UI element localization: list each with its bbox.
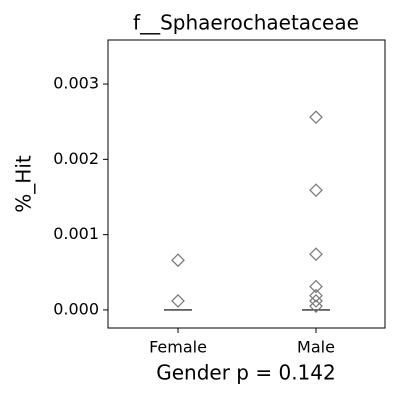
chart-title: f__Sphaerochaetaceae [133,11,359,35]
point [309,247,323,262]
point [309,183,323,198]
point [171,253,185,268]
x-tick-label: Female [149,338,207,357]
y-axis-label: %_Hit [12,155,36,213]
point [309,294,323,308]
point [309,299,323,314]
y-tick-label: 0.000 [53,299,99,318]
point [309,288,323,303]
plot-frame [107,39,386,329]
point [309,110,323,125]
y-tick-label: 0.001 [53,224,99,243]
x-axis-label: Gender p = 0.142 [156,361,335,385]
point [309,279,323,294]
x-tick-label: Male [297,338,335,357]
point [171,294,185,308]
y-tick-label: 0.002 [53,149,99,168]
y-tick-label: 0.003 [53,74,99,93]
